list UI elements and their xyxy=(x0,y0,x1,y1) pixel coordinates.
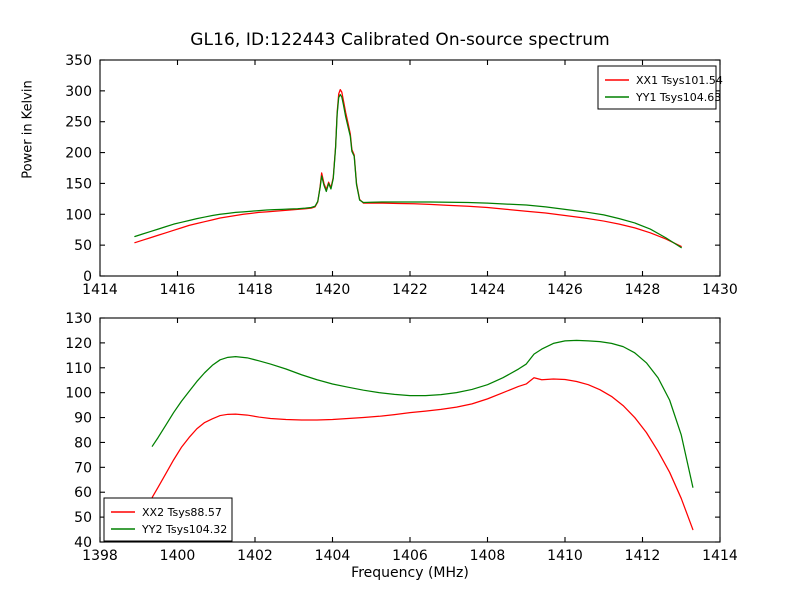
y-tick-label: 120 xyxy=(65,336,92,352)
x-tick-label: 1422 xyxy=(392,282,428,298)
x-tick-label: 1428 xyxy=(625,282,661,298)
x-tick-label: 1430 xyxy=(702,282,738,298)
x-tick-label: 1400 xyxy=(160,548,196,564)
legend-box xyxy=(597,65,717,110)
y-tick-label: 0 xyxy=(83,269,92,285)
series-line xyxy=(151,377,694,531)
x-tick-label: 1426 xyxy=(547,282,583,298)
legend-label: YY1 Tsys104.63 xyxy=(635,91,721,104)
x-tick-label: 1416 xyxy=(160,282,196,298)
y-tick-label: 50 xyxy=(74,238,92,254)
legend-label: XX2 Tsys88.57 xyxy=(142,506,222,519)
series-line xyxy=(134,88,682,248)
y-tick-label: 300 xyxy=(65,84,92,100)
x-tick-label: 1406 xyxy=(392,548,428,564)
y-tick-label: 100 xyxy=(65,207,92,223)
bottom-panel-x-axis-label: Frequency (MHz) xyxy=(351,565,469,581)
y-tick-label: 80 xyxy=(74,435,92,451)
y-tick-label: 200 xyxy=(65,146,92,162)
series-line xyxy=(134,93,682,249)
bottom-panel: 1398 1400 1402 1404 1406 1408 1410 1412 1414 40 50… xyxy=(65,311,738,564)
legend-label: YY2 Tsys104.32 xyxy=(141,523,227,536)
y-tick-label: 40 xyxy=(74,535,92,551)
series-line xyxy=(151,339,694,488)
x-tick-label: 1412 xyxy=(625,548,661,564)
x-tick-label: 1404 xyxy=(315,548,351,564)
top-panel: 1414 1416 1418 1420 1422 1424 1426 1428 1430 0 50 1… xyxy=(65,53,738,298)
legend-box xyxy=(103,497,233,542)
y-tick-label: 110 xyxy=(65,361,92,377)
y-tick-label: 70 xyxy=(74,460,92,476)
x-tick-label: 1410 xyxy=(547,548,583,564)
y-tick-label: 100 xyxy=(65,386,92,402)
y-tick-label: 150 xyxy=(65,176,92,192)
x-tick-label: 1402 xyxy=(237,548,273,564)
x-tick-label: 1424 xyxy=(470,282,506,298)
x-tick-label: 1420 xyxy=(315,282,351,298)
y-tick-label: 250 xyxy=(65,115,92,131)
y-tick-label: 50 xyxy=(74,510,92,526)
y-tick-label: 90 xyxy=(74,411,92,427)
x-tick-label: 1414 xyxy=(702,548,738,564)
top-panel-y-axis-label: Power in Kelvin xyxy=(20,80,36,179)
legend-label: XX1 Tsys101.54 xyxy=(636,74,723,87)
x-tick-label: 1408 xyxy=(470,548,506,564)
y-tick-label: 130 xyxy=(65,311,92,327)
x-tick-label: 1414 xyxy=(82,282,118,298)
y-tick-label: 350 xyxy=(65,53,92,69)
page-title: GL16, ID:122443 Calibrated On-source spe… xyxy=(190,30,610,50)
x-tick-label: 1418 xyxy=(237,282,273,298)
y-tick-label: 60 xyxy=(74,485,92,501)
x-tick-label: 1398 xyxy=(82,548,118,564)
